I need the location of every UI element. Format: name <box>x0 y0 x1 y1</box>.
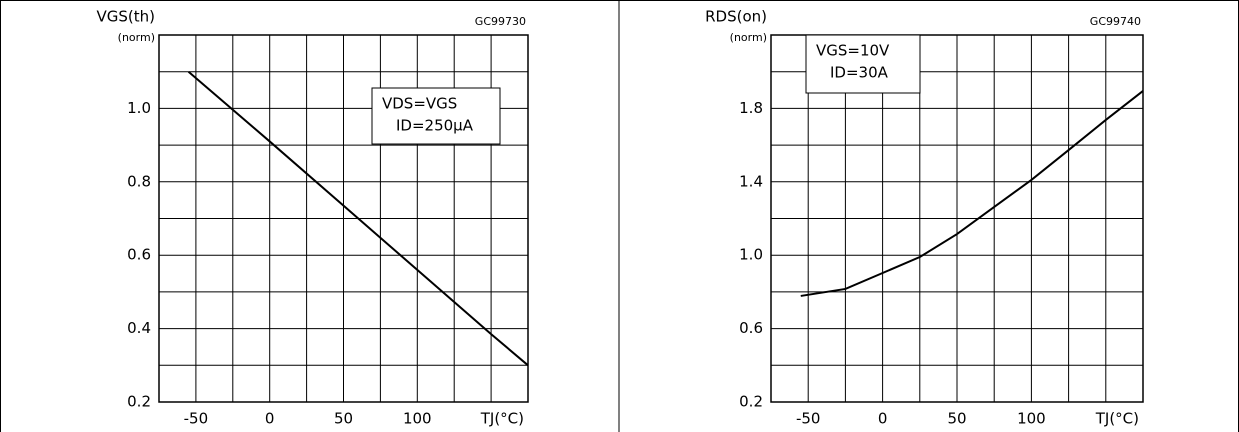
y-tick-label: 0.2 <box>127 393 151 411</box>
annotation: VDS=VGS <box>382 95 457 113</box>
chart-code: GC99730 <box>475 15 526 28</box>
y-tick-label: 0.6 <box>127 246 151 264</box>
x-tick-label: 100 <box>1017 410 1046 428</box>
line <box>800 90 1144 297</box>
y-tick-label: 1.8 <box>739 99 763 117</box>
annotation-box <box>371 87 501 145</box>
y-tick-label: 1.4 <box>739 172 763 190</box>
y-axis-unit: (norm) <box>730 31 767 44</box>
y-tick-label: 1.0 <box>739 246 763 264</box>
plot-area <box>770 34 1144 403</box>
x-tick-label: -50 <box>796 410 821 428</box>
y-tick-label: 0.8 <box>127 172 151 190</box>
y-axis-unit: (norm) <box>118 31 155 44</box>
y-axis-label: RDS(on) <box>705 8 767 26</box>
y-tick-label: 0.2 <box>739 393 763 411</box>
y-tick-label: 1.0 <box>127 99 151 117</box>
x-tick-label: 50 <box>334 410 353 428</box>
y-tick-label: 0.6 <box>739 319 763 337</box>
chart-code: GC99740 <box>1090 15 1141 28</box>
annotation: VGS=10V <box>816 42 890 60</box>
y-axis-label: VGS(th) <box>97 8 156 26</box>
x-tick-label: 50 <box>947 410 966 428</box>
annotation: ID=250μA <box>396 117 474 135</box>
line <box>187 70 529 367</box>
annotation-box <box>805 34 921 94</box>
x-tick-label: 0 <box>265 410 275 428</box>
x-tick-label: -50 <box>184 410 209 428</box>
plot-area <box>158 34 529 403</box>
x-axis-label: TJ(°C) <box>480 410 524 428</box>
x-tick-label: 0 <box>878 410 888 428</box>
x-tick-label: 100 <box>403 410 432 428</box>
x-axis-label: TJ(°C) <box>1095 410 1139 428</box>
annotation: ID=30A <box>830 64 889 82</box>
y-tick-label: 0.4 <box>127 319 151 337</box>
